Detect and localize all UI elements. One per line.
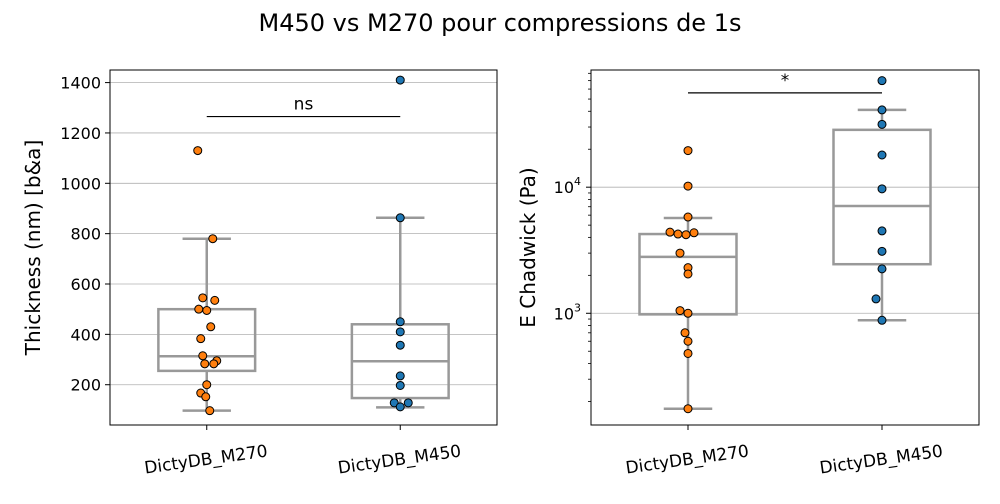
chadwick-data-point bbox=[877, 119, 887, 129]
chadwick-data-point bbox=[877, 150, 887, 160]
thickness-data-point bbox=[403, 398, 413, 408]
chadwick-data-point bbox=[877, 315, 887, 325]
chadwick-ylabel: E Chadwick (Pa) bbox=[516, 167, 540, 327]
chadwick-significance-label: * bbox=[781, 71, 790, 91]
chadwick-data-point bbox=[683, 336, 693, 346]
thickness-data-point bbox=[194, 304, 204, 314]
thickness-xtick-label: DictyDB_M270 bbox=[143, 441, 269, 478]
thickness-data-point bbox=[205, 406, 215, 416]
chadwick-ytick-label: 103 bbox=[554, 301, 581, 323]
chadwick-data-point bbox=[877, 246, 887, 256]
thickness-data-point bbox=[395, 402, 405, 412]
chadwick-data-point bbox=[675, 306, 685, 316]
thickness-data-point bbox=[196, 334, 206, 344]
thickness-data-point bbox=[395, 340, 405, 350]
chadwick-data-point bbox=[683, 212, 693, 222]
thickness-data-point bbox=[395, 213, 405, 223]
thickness-ytick-label: 800 bbox=[70, 225, 101, 244]
chadwick-data-point bbox=[681, 230, 691, 240]
chadwick-data-point bbox=[683, 146, 693, 156]
chadwick-data-point bbox=[877, 226, 887, 236]
thickness-ytick-label: 600 bbox=[70, 275, 101, 294]
thickness-data-point bbox=[200, 359, 210, 369]
thickness-data-point bbox=[395, 75, 405, 85]
chadwick-data-point bbox=[680, 328, 690, 338]
chadwick-axes-frame bbox=[590, 69, 980, 426]
chadwick-box bbox=[832, 128, 932, 266]
thickness-data-point bbox=[395, 327, 405, 337]
thickness-ylabel: Thickness (nm) [b&a] bbox=[21, 140, 45, 356]
chadwick-panel: 103 104 * DictyDB_M270 DictyDB_M450 E Chadwic… bbox=[516, 69, 980, 479]
thickness-data-point bbox=[209, 359, 219, 369]
chadwick-data-point bbox=[683, 269, 693, 279]
thickness-data-point bbox=[395, 317, 405, 327]
chadwick-data-point bbox=[675, 248, 685, 258]
thickness-significance-label: ns bbox=[294, 95, 314, 115]
chadwick-ytick-label: 104 bbox=[554, 175, 581, 197]
chadwick-data-point bbox=[683, 308, 693, 318]
thickness-data-point bbox=[206, 322, 216, 332]
chadwick-data-point bbox=[877, 264, 887, 274]
chadwick-data-point bbox=[665, 227, 675, 237]
thickness-data-point bbox=[202, 380, 212, 390]
thickness-ytick-label: 400 bbox=[70, 325, 101, 344]
thickness-ytick-label: 1200 bbox=[60, 124, 101, 143]
chadwick-data-point bbox=[689, 228, 699, 238]
thickness-ytick-label: 1400 bbox=[60, 74, 101, 93]
chadwick-data-point bbox=[683, 404, 693, 414]
thickness-ytick-label: 200 bbox=[70, 376, 101, 395]
thickness-data-point bbox=[193, 146, 203, 156]
thickness-data-point bbox=[395, 380, 405, 390]
thickness-panel: 200 400 600 800 1000 1200 1400 ns DictyDB_M270 Di… bbox=[21, 69, 498, 479]
chadwick-data-point bbox=[877, 184, 887, 194]
chadwick-xtick-label: DictyDB_M270 bbox=[624, 441, 750, 478]
figure-title: M450 vs M270 pour compressions de 1s bbox=[259, 9, 742, 37]
thickness-data-point bbox=[198, 293, 208, 303]
thickness-data-point bbox=[201, 392, 211, 402]
thickness-data-point bbox=[208, 234, 218, 244]
chadwick-data-point bbox=[877, 76, 887, 86]
chadwick-data-point bbox=[673, 229, 683, 239]
chadwick-data-point bbox=[877, 105, 887, 115]
thickness-axes-frame bbox=[109, 69, 498, 426]
chadwick-data-point bbox=[683, 181, 693, 191]
thickness-xtick-label: DictyDB_M450 bbox=[337, 441, 463, 478]
thickness-data-point bbox=[395, 371, 405, 381]
thickness-data-point bbox=[210, 295, 220, 305]
thickness-data-point bbox=[202, 305, 212, 315]
chadwick-xtick-label: DictyDB_M450 bbox=[818, 441, 944, 478]
chadwick-data-point bbox=[683, 348, 693, 358]
thickness-data-point bbox=[198, 351, 208, 361]
thickness-ytick-label: 1000 bbox=[60, 174, 101, 193]
chadwick-data-point bbox=[871, 294, 881, 304]
